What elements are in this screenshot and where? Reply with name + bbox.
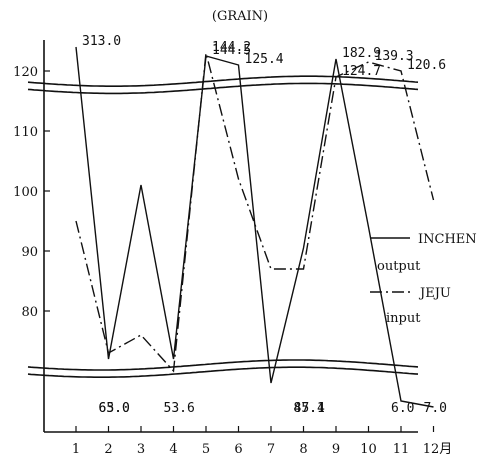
value-label: 53.6 [164, 401, 195, 416]
y-tick-label: 100 [13, 185, 38, 200]
x-tick-label: 10 [360, 442, 377, 457]
series-line-inchen [75, 46, 434, 408]
x-tick-label: 3 [137, 442, 145, 457]
x-tick-label: 7 [267, 442, 275, 457]
x-tick-label: 6 [234, 442, 242, 457]
legend-sub-inchen: output [377, 259, 421, 274]
series-lines [75, 46, 435, 408]
x-tick-label: 9 [332, 442, 340, 457]
value-label: 65.0 [99, 401, 130, 416]
y-tick-group: 120 110 100 90 80 [13, 65, 50, 320]
value-label: 6.0 [391, 401, 414, 416]
legend-sub-jeju: input [386, 311, 421, 326]
x-tick-label: 12月 [423, 442, 453, 457]
value-label: 63.0 [99, 401, 130, 416]
axis-break-bands [27, 75, 419, 378]
legend-label-jeju: JEJU [418, 286, 451, 301]
series-line-jeju [75, 52, 435, 373]
y-tick-label: 120 [13, 65, 38, 80]
break-wave-top [27, 75, 419, 87]
legend-label-inchen: INCHEN [418, 232, 477, 247]
x-tick-label: 4 [169, 442, 177, 457]
break-wave-bottom [27, 82, 419, 95]
value-label: 144.5 [212, 43, 251, 58]
y-tick-label: 110 [13, 125, 38, 140]
x-tick-label: 1 [72, 442, 80, 457]
value-label: 144.2 [212, 40, 251, 55]
break-wave-bottom [27, 366, 419, 378]
y-tick-label: 90 [21, 245, 38, 260]
value-label: 7.0 [424, 401, 447, 416]
value-label: 182.9 [342, 46, 381, 61]
x-tick-label: 11 [393, 442, 410, 457]
x-tick-label: 8 [299, 442, 307, 457]
value-label: 47.4 [294, 401, 325, 416]
y-tick-label: 80 [21, 305, 38, 320]
value-label: 120.6 [407, 58, 446, 73]
value-label: 139.3 [375, 49, 414, 64]
value-label: 85.1 [294, 401, 325, 416]
value-label: 125.4 [245, 52, 284, 67]
legend: INCHEN output JEJU input [370, 232, 477, 326]
value-label: 313.0 [82, 34, 121, 49]
break-wave-top [27, 359, 419, 371]
x-tick-label: 5 [202, 442, 210, 457]
chart-title: (GRAIN) [212, 9, 268, 24]
value-label: 124.7 [342, 64, 381, 79]
x-tick-group: 1 2 3 4 5 6 7 8 9 10 11 12月 [72, 426, 452, 457]
x-tick-label: 2 [104, 442, 112, 457]
